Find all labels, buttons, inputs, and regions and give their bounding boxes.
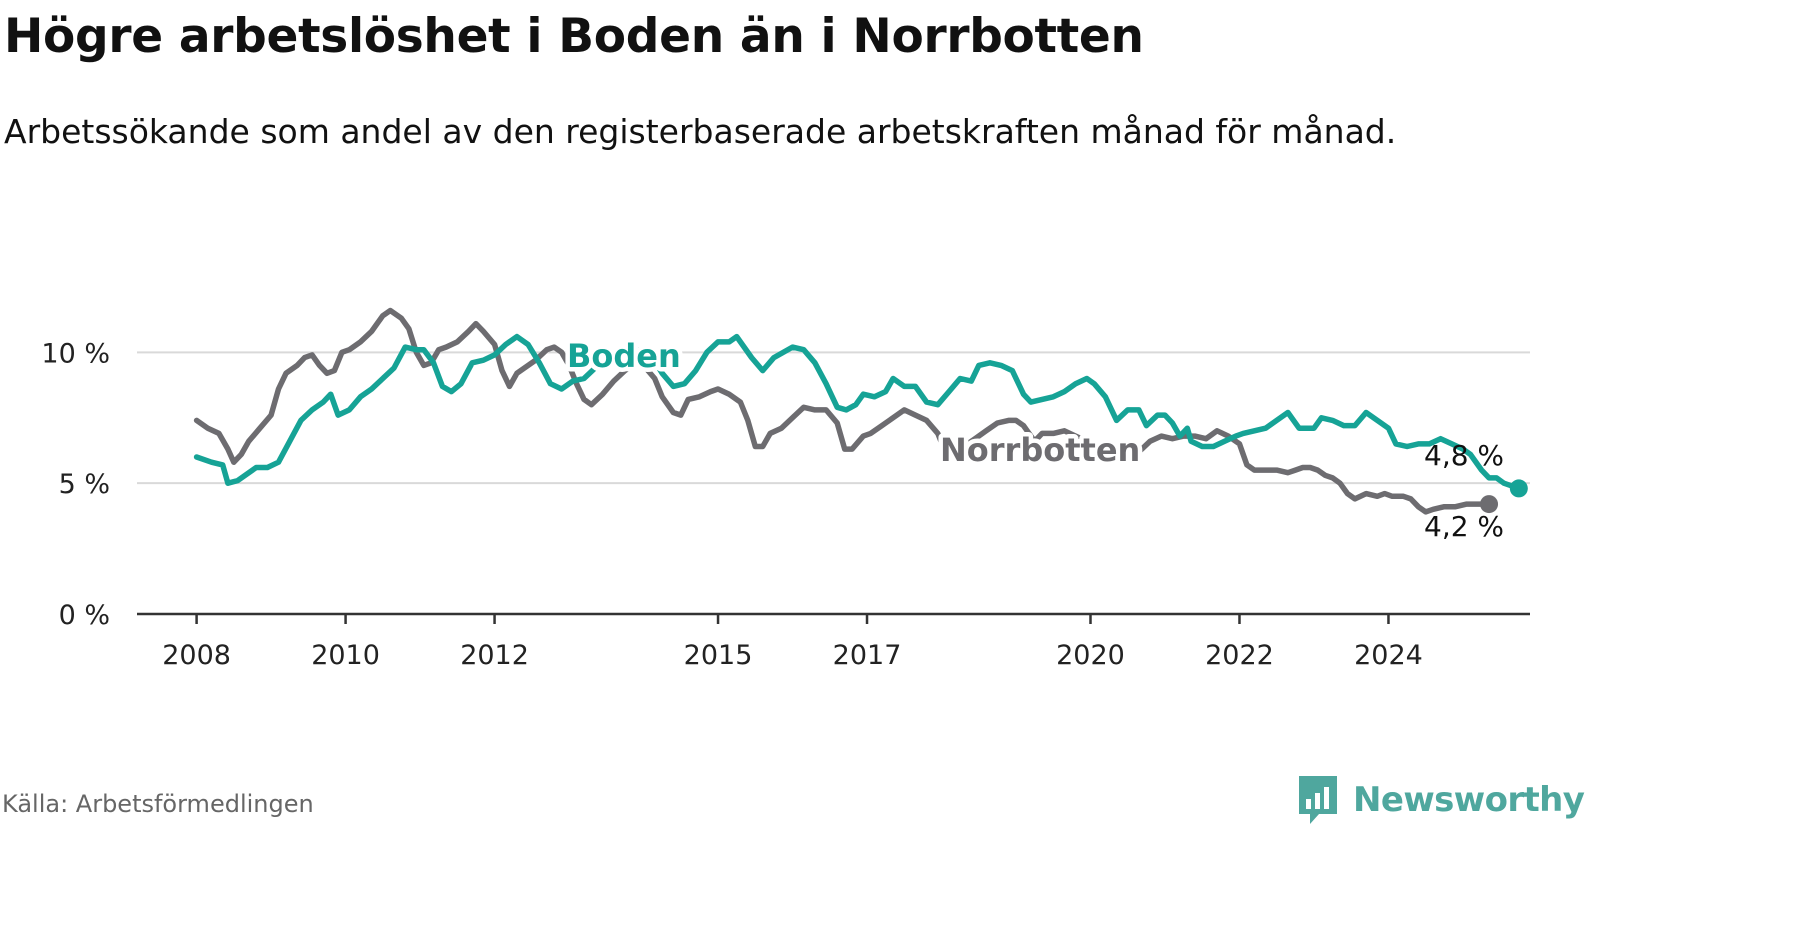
chart-title: Högre arbetslöshet i Boden än i Norrbott… — [4, 9, 1144, 64]
chart-subtitle: Arbetssökande som andel av den registerb… — [4, 112, 1397, 151]
line-chart: 0 %5 %10 % 2008 2010 2012 2015 2017 2020 2022 2… — [41, 307, 1530, 671]
source-note: Källa: Arbetsförmedlingen — [2, 790, 314, 818]
series-label-boden-halo: Boden — [567, 337, 681, 375]
series-label-boden: Boden — [567, 337, 681, 375]
end-value-boden: 4,8 % — [1424, 439, 1504, 472]
end-marker-norrbotten — [1480, 495, 1499, 514]
y-tick-label: 10 % — [41, 338, 110, 369]
x-tick-label: 2010 — [311, 640, 380, 671]
x-tick-label: 2022 — [1205, 640, 1274, 671]
y-tick-label: 0 % — [59, 600, 110, 631]
brand-logo[interactable]: Newsworthy — [1297, 774, 1585, 826]
series-label-norrbotten-halo: Norrbotten — [940, 431, 1140, 469]
brand-name: Newsworthy — [1353, 780, 1585, 820]
end-marker-boden — [1509, 479, 1528, 498]
gridlines: 0 % 5 % 10 % — [41, 338, 1530, 631]
x-tick-label: 2024 — [1354, 640, 1423, 671]
end-value-norrbotten: 4,2 % — [1424, 510, 1504, 543]
series-label-norrbotten: Norrbotten — [940, 431, 1140, 469]
x-tick-label: 2012 — [460, 640, 529, 671]
x-tick-label: 2017 — [833, 640, 902, 671]
x-axis: 2008 2010 2012 2015 2017 2020 2022 2024 — [137, 612, 1530, 671]
series-line-norrbotten — [193, 307, 1492, 515]
series-lines — [193, 307, 1528, 515]
series-line-boden — [193, 333, 1522, 492]
y-tick-label: 5 % — [59, 469, 110, 500]
newsworthy-logo-icon — [1299, 776, 1337, 824]
x-tick-label: 2008 — [162, 640, 231, 671]
x-tick-label: 2015 — [684, 640, 753, 671]
x-tick-label: 2020 — [1056, 640, 1125, 671]
